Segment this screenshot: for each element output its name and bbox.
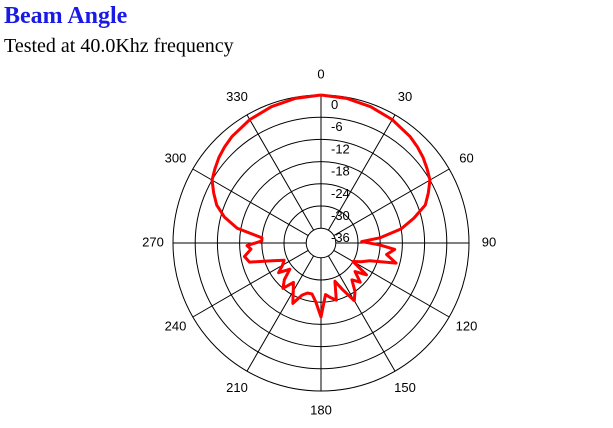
angle-tick-label: 120 <box>456 318 478 333</box>
angle-tick-label: 0 <box>317 66 324 81</box>
angle-tick-label: 150 <box>394 380 416 395</box>
radial-tick-label: -18 <box>331 164 350 179</box>
grid-spoke <box>246 114 315 231</box>
grid-spoke <box>333 168 450 237</box>
radial-tick-label: -36 <box>331 230 350 245</box>
grid-spoke <box>192 249 309 318</box>
radial-tick-label: -24 <box>331 186 350 201</box>
beam-pattern-trace <box>210 93 432 319</box>
radial-tick-label: 0 <box>331 97 338 112</box>
angle-tick-label: 210 <box>226 380 248 395</box>
angle-tick-label: 300 <box>165 150 187 165</box>
angle-tick-label: 90 <box>482 234 496 249</box>
angle-tick-label: 180 <box>310 402 332 417</box>
angle-tick-label: 60 <box>459 150 473 165</box>
radial-tick-label: -6 <box>331 119 343 134</box>
angle-tick-label: 30 <box>398 89 412 104</box>
radial-tick-label: -30 <box>331 208 350 223</box>
grid-spoke <box>192 168 309 237</box>
angle-tick-label: 330 <box>226 89 248 104</box>
radial-tick-label: -12 <box>331 141 350 156</box>
grid-spoke <box>327 255 396 372</box>
page-subtitle: Tested at 40.0Khz frequency <box>4 35 234 57</box>
grid-spoke <box>246 255 315 372</box>
angle-tick-label: 240 <box>165 318 187 333</box>
angle-tick-label: 270 <box>142 234 164 249</box>
grid-spoke <box>327 114 396 231</box>
page-title: Beam Angle <box>4 3 128 29</box>
